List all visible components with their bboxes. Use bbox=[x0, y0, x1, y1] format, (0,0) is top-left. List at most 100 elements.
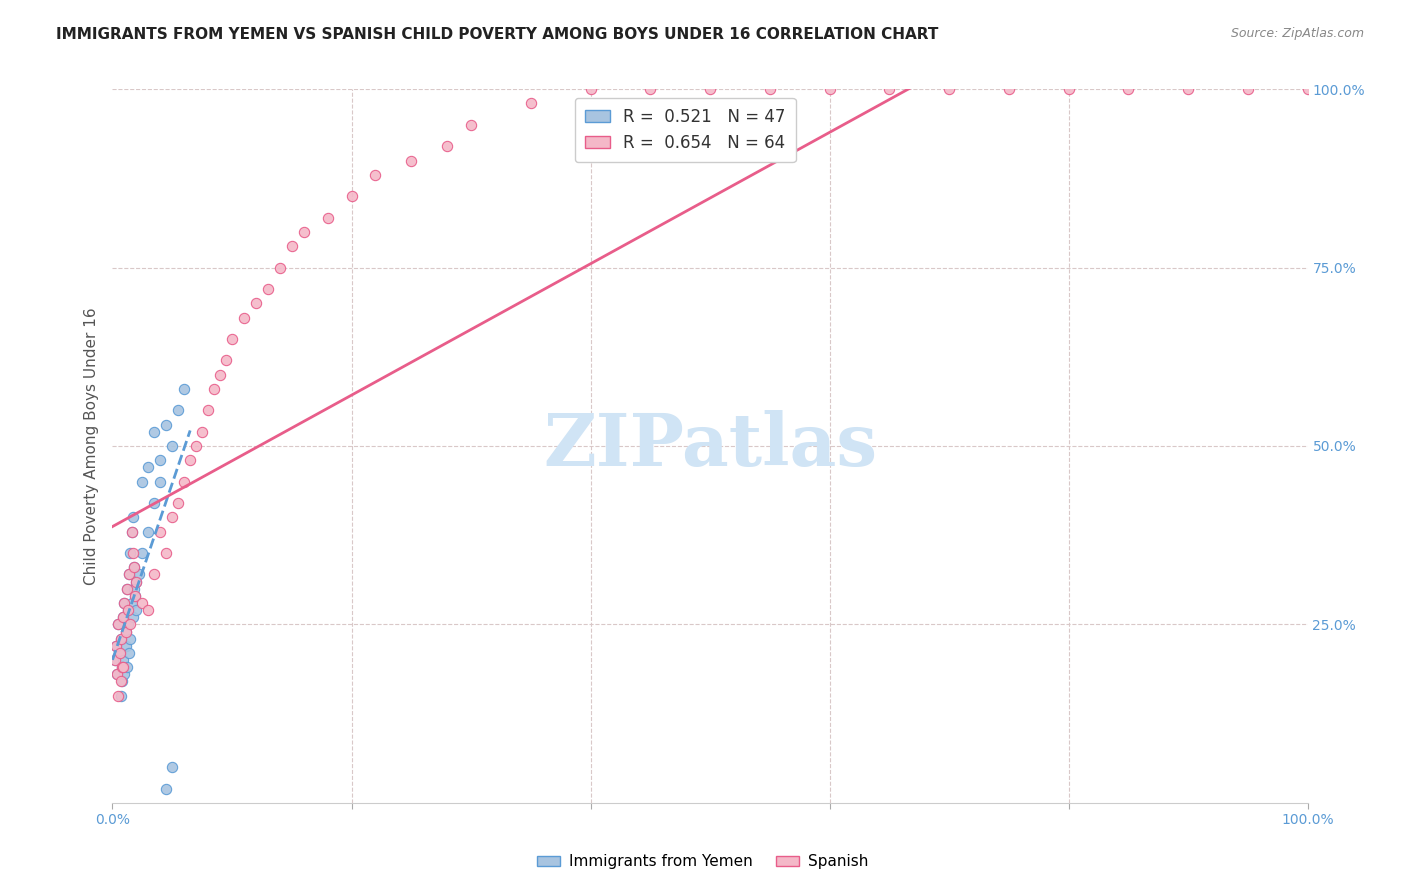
Point bbox=[115, 582, 138, 596]
Point bbox=[149, 524, 172, 539]
Point bbox=[179, 453, 201, 467]
Point bbox=[112, 610, 135, 624]
Point bbox=[115, 582, 138, 596]
Legend: R =  0.521   N = 47, R =  0.654   N = 64: R = 0.521 N = 47, R = 0.654 N = 64 bbox=[575, 97, 796, 161]
Point bbox=[117, 603, 139, 617]
Point bbox=[155, 417, 177, 432]
Point bbox=[117, 603, 139, 617]
Point bbox=[257, 282, 280, 296]
Point bbox=[114, 667, 135, 681]
Point bbox=[436, 139, 458, 153]
Point bbox=[520, 96, 543, 111]
Point bbox=[122, 582, 145, 596]
Legend: Immigrants from Yemen, Spanish: Immigrants from Yemen, Spanish bbox=[531, 848, 875, 875]
Point bbox=[108, 646, 131, 660]
Point bbox=[460, 118, 482, 132]
Point bbox=[138, 460, 160, 475]
Point bbox=[1237, 82, 1260, 96]
Point bbox=[1296, 82, 1319, 96]
Point bbox=[167, 496, 190, 510]
Point bbox=[114, 596, 135, 610]
Point bbox=[120, 546, 142, 560]
Point bbox=[128, 567, 150, 582]
Point bbox=[118, 646, 141, 660]
Point bbox=[162, 439, 183, 453]
Point bbox=[122, 560, 145, 574]
Point bbox=[131, 596, 153, 610]
Point bbox=[115, 660, 138, 674]
Text: Source: ZipAtlas.com: Source: ZipAtlas.com bbox=[1230, 27, 1364, 40]
Point bbox=[121, 524, 143, 539]
Point bbox=[107, 617, 129, 632]
Point bbox=[197, 403, 219, 417]
Point bbox=[640, 82, 662, 96]
Point bbox=[149, 475, 172, 489]
Point bbox=[579, 82, 602, 96]
Point bbox=[114, 596, 135, 610]
Point bbox=[114, 639, 136, 653]
Point bbox=[292, 225, 315, 239]
Point bbox=[1118, 82, 1140, 96]
Point bbox=[1177, 82, 1199, 96]
Point bbox=[121, 596, 143, 610]
Point bbox=[173, 382, 195, 396]
Point bbox=[112, 653, 135, 667]
Point bbox=[120, 617, 142, 632]
Point bbox=[879, 82, 901, 96]
Point bbox=[191, 425, 214, 439]
Point bbox=[209, 368, 232, 382]
Point bbox=[118, 567, 141, 582]
Point bbox=[110, 632, 132, 646]
Point bbox=[105, 639, 128, 653]
Point bbox=[104, 653, 127, 667]
Point bbox=[998, 82, 1021, 96]
Point bbox=[155, 781, 177, 796]
Point bbox=[173, 475, 195, 489]
Point bbox=[121, 510, 143, 524]
Point bbox=[143, 425, 166, 439]
Point bbox=[699, 82, 721, 96]
Point bbox=[938, 82, 960, 96]
Point bbox=[121, 546, 143, 560]
Point bbox=[281, 239, 304, 253]
Point bbox=[118, 567, 141, 582]
Point bbox=[108, 646, 131, 660]
Point bbox=[124, 589, 146, 603]
Point bbox=[269, 260, 291, 275]
Point bbox=[818, 82, 841, 96]
Point bbox=[143, 567, 166, 582]
Point bbox=[401, 153, 423, 168]
Point bbox=[114, 624, 136, 639]
Point bbox=[125, 574, 148, 589]
Point bbox=[104, 653, 127, 667]
Point bbox=[759, 82, 782, 96]
Point bbox=[155, 546, 177, 560]
Point bbox=[131, 546, 153, 560]
Point bbox=[162, 510, 183, 524]
Point bbox=[364, 168, 387, 182]
Point bbox=[112, 660, 135, 674]
Point bbox=[125, 574, 148, 589]
Point bbox=[215, 353, 238, 368]
Text: IMMIGRANTS FROM YEMEN VS SPANISH CHILD POVERTY AMONG BOYS UNDER 16 CORRELATION C: IMMIGRANTS FROM YEMEN VS SPANISH CHILD P… bbox=[56, 27, 939, 42]
Point bbox=[1057, 82, 1080, 96]
Text: ZIPatlas: ZIPatlas bbox=[543, 410, 877, 482]
Point bbox=[117, 617, 139, 632]
Point bbox=[138, 603, 160, 617]
Point bbox=[162, 760, 183, 774]
Point bbox=[121, 524, 143, 539]
Point bbox=[121, 610, 143, 624]
Point bbox=[111, 660, 134, 674]
Point bbox=[167, 403, 190, 417]
Point bbox=[125, 603, 148, 617]
Point bbox=[124, 589, 146, 603]
Point bbox=[340, 189, 363, 203]
Point bbox=[202, 382, 225, 396]
Point bbox=[186, 439, 208, 453]
Point bbox=[138, 524, 160, 539]
Point bbox=[233, 310, 256, 325]
Point bbox=[105, 639, 128, 653]
Point bbox=[110, 632, 132, 646]
Point bbox=[221, 332, 243, 346]
Point bbox=[122, 560, 145, 574]
